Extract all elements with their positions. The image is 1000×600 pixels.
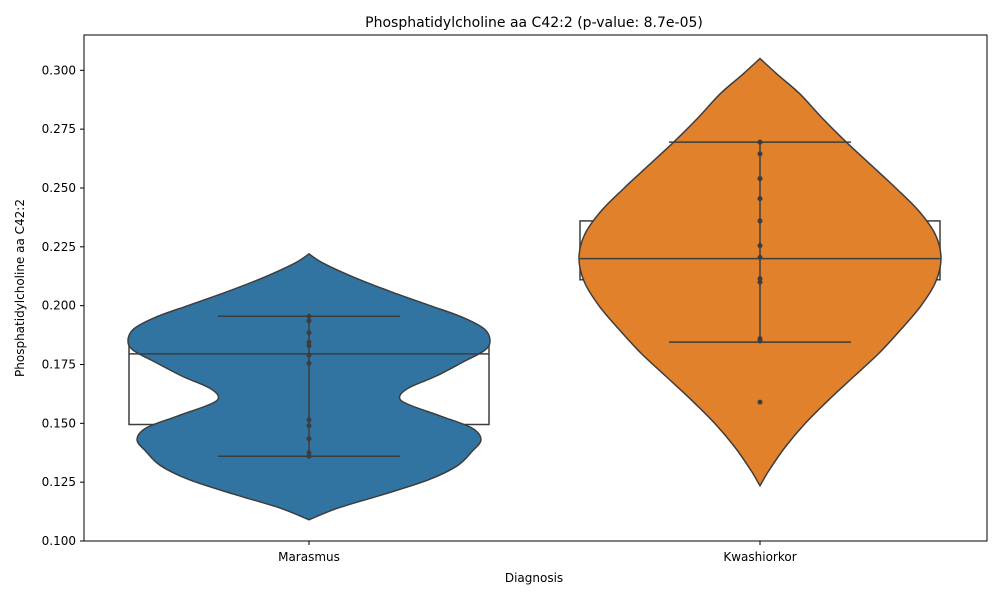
- y-tick-label: 0.125: [42, 475, 76, 489]
- y-axis: 0.100 0.125 0.150 0.175 0.200 0.225 0.250 0.275…: [42, 63, 84, 548]
- plot-area: [127, 57, 942, 521]
- group-kwashiorkor: [578, 57, 942, 488]
- data-point-kwashiorkor: [757, 276, 763, 282]
- data-point-kwashiorkor: [757, 243, 763, 249]
- data-point-kwashiorkor: [757, 139, 763, 145]
- x-tick-label-kwashiorkor: Kwashiorkor: [723, 550, 796, 564]
- data-point-marasmus: [306, 436, 312, 442]
- y-tick-label: 0.250: [42, 181, 76, 195]
- group-marasmus: [127, 252, 491, 521]
- x-axis-label: Diagnosis: [505, 571, 563, 585]
- data-point-marasmus: [306, 330, 312, 336]
- y-tick-label: 0.100: [42, 534, 76, 548]
- plot-frame: [83, 34, 988, 542]
- y-tick-label: 0.150: [42, 416, 76, 430]
- y-tick-label: 0.275: [42, 122, 76, 136]
- data-point-marasmus: [306, 343, 312, 349]
- data-point-marasmus: [306, 450, 312, 456]
- y-tick-label: 0.300: [42, 63, 76, 77]
- data-point-marasmus: [306, 339, 312, 345]
- data-point-kwashiorkor: [757, 399, 763, 405]
- data-point-marasmus: [306, 352, 312, 358]
- y-axis-label: Phosphatidylcholine aa C42:2: [13, 199, 27, 377]
- x-tick-label-marasmus: Marasmus: [278, 550, 340, 564]
- data-point-kwashiorkor: [757, 218, 763, 224]
- y-tick-label: 0.200: [42, 299, 76, 313]
- data-point-marasmus: [306, 453, 312, 459]
- data-point-kwashiorkor: [757, 151, 763, 157]
- y-tick-label: 0.175: [42, 357, 76, 371]
- data-point-kwashiorkor: [757, 338, 763, 344]
- chart-title: Phosphatidylcholine aa C42:2 (p-value: 8…: [365, 15, 703, 31]
- x-axis: Marasmus Kwashiorkor: [278, 541, 797, 564]
- y-tick-label: 0.225: [42, 240, 76, 254]
- data-point-marasmus: [306, 423, 312, 429]
- data-point-kwashiorkor: [757, 279, 763, 285]
- data-point-marasmus: [306, 360, 312, 366]
- data-point-kwashiorkor: [757, 254, 763, 260]
- data-point-kwashiorkor: [757, 196, 763, 202]
- data-point-marasmus: [306, 313, 312, 319]
- data-point-marasmus: [306, 417, 312, 423]
- data-point-marasmus: [306, 318, 312, 324]
- data-point-kwashiorkor: [757, 176, 763, 182]
